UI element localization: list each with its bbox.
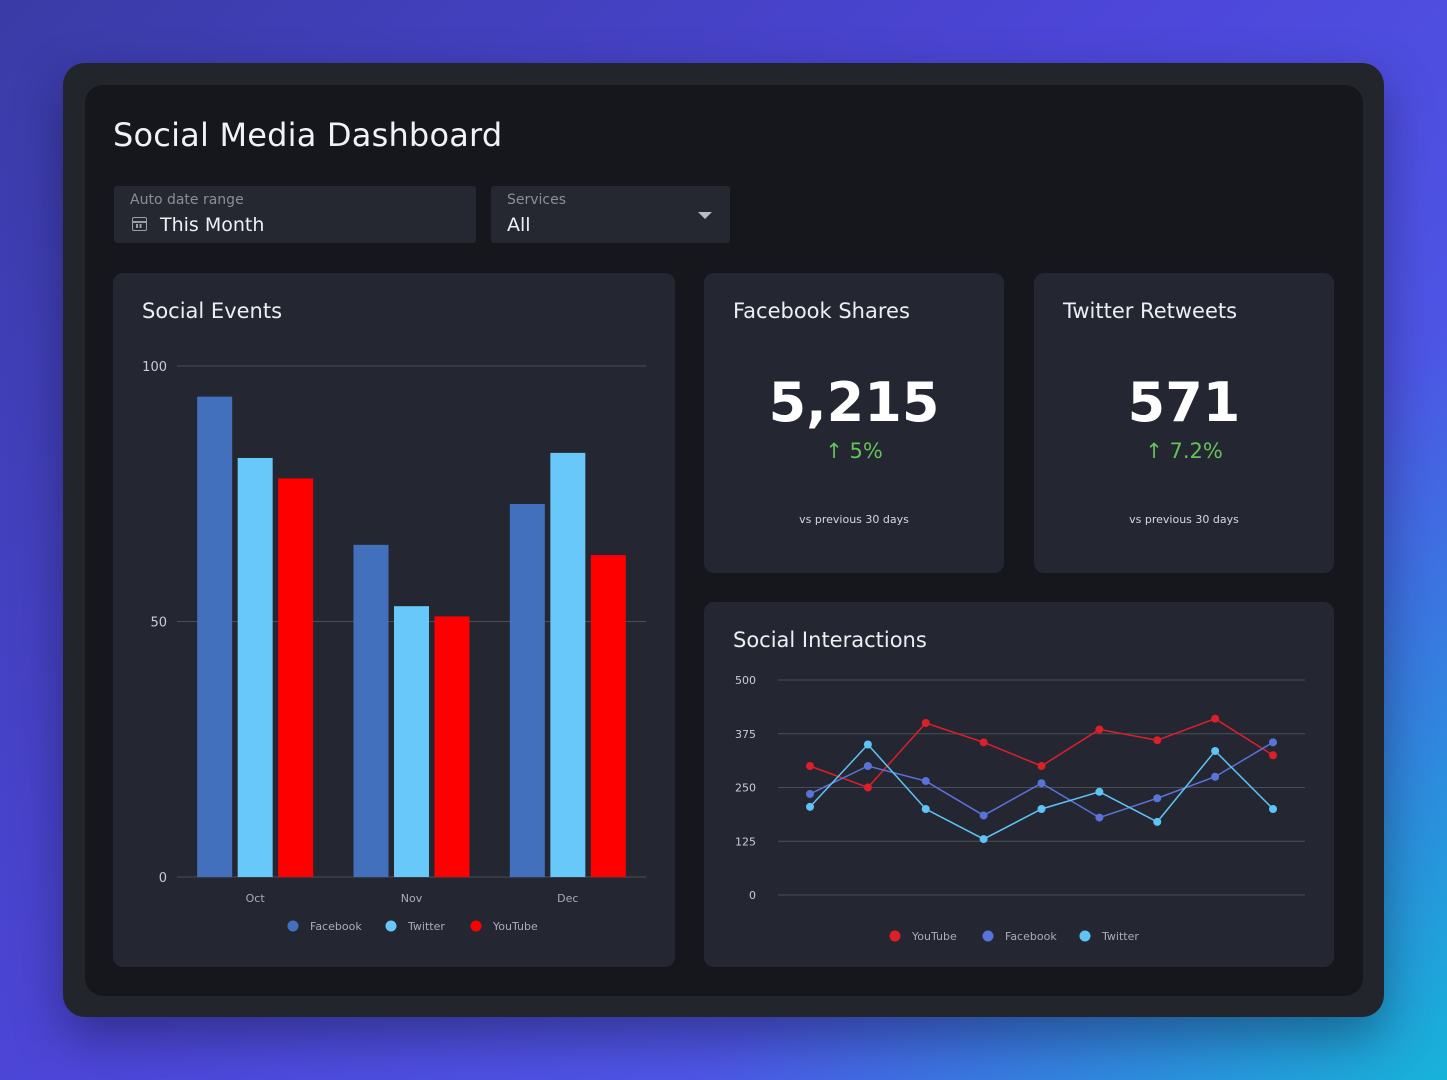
- bar-facebook-nov: [353, 544, 389, 877]
- bar-y-tick-label: 0: [159, 871, 167, 886]
- twitter-retweets-title: Twitter Retweets: [1063, 299, 1238, 323]
- point-twitter: [1269, 805, 1277, 813]
- point-twitter: [1037, 805, 1046, 813]
- services-value: All: [507, 214, 531, 236]
- bar-y-tick-label: 100: [142, 360, 167, 375]
- bar-twitter-oct: [237, 457, 273, 877]
- twitter-retweets-delta: ↑ 7.2%: [1145, 439, 1223, 463]
- bar-youtube-oct: [278, 478, 314, 877]
- social-events-title: Social Events: [142, 299, 283, 323]
- services-label: Services: [507, 192, 567, 208]
- point-twitter: [921, 805, 930, 813]
- social-interactions-title: Social Interactions: [733, 628, 927, 652]
- services-select[interactable]: Services All: [491, 186, 730, 243]
- point-facebook: [921, 777, 930, 786]
- point-youtube: [806, 762, 814, 770]
- legend-swatch-facebook: [982, 930, 994, 942]
- facebook-shares-title: Facebook Shares: [733, 299, 910, 323]
- legend-swatch-youtube: [889, 930, 901, 942]
- date-range-value: This Month: [160, 214, 265, 236]
- line-y-tick-label: 0: [749, 889, 756, 902]
- point-twitter: [863, 740, 872, 749]
- point-twitter: [1153, 817, 1162, 826]
- point-youtube: [1037, 762, 1046, 770]
- point-facebook: [1211, 772, 1220, 781]
- point-youtube: [1211, 714, 1220, 723]
- date-range-filter[interactable]: Auto date range This Month: [114, 186, 476, 243]
- line-y-tick-label: 125: [735, 835, 756, 848]
- social-interactions-card: Social Interactions 0 125 250 375 500 YouTube…: [704, 602, 1334, 967]
- bar-twitter-nov: [394, 606, 429, 877]
- twitter-retweets-card: Twitter Retweets 571 ↑ 7.2% vs previous …: [1034, 273, 1334, 573]
- chevron-down-icon[interactable]: [698, 212, 712, 219]
- facebook-shares-note: vs previous 30 days: [799, 513, 909, 526]
- point-youtube: [921, 719, 930, 727]
- legend-label-facebook: Facebook: [1005, 930, 1057, 943]
- legend-label-facebook: Facebook: [310, 920, 362, 933]
- twitter-retweets-value: 571: [1127, 371, 1241, 434]
- point-facebook: [1095, 813, 1104, 822]
- line-series-twitter: [809, 743, 1274, 840]
- legend-label-youtube: YouTube: [492, 920, 538, 933]
- point-facebook: [806, 789, 814, 798]
- point-youtube: [1153, 736, 1162, 745]
- point-twitter: [1095, 787, 1104, 796]
- point-youtube: [1095, 725, 1104, 734]
- line-y-tick-label: 375: [735, 728, 756, 741]
- point-twitter: [806, 802, 814, 811]
- bar-x-tick-label: Oct: [246, 892, 266, 905]
- bar-youtube-nov: [434, 616, 470, 877]
- date-range-label: Auto date range: [130, 192, 244, 208]
- legend-label-youtube: YouTube: [911, 930, 957, 943]
- bar-twitter-dec: [550, 452, 586, 877]
- point-facebook: [979, 811, 988, 820]
- point-youtube: [979, 738, 988, 747]
- twitter-retweets-note: vs previous 30 days: [1129, 513, 1239, 526]
- point-facebook: [1037, 779, 1046, 788]
- point-facebook: [1269, 738, 1277, 747]
- bar-y-tick-label: 50: [150, 616, 167, 631]
- legend-label-twitter: Twitter: [407, 920, 445, 933]
- facebook-shares-value: 5,215: [768, 371, 940, 434]
- legend-swatch-facebook: [287, 920, 299, 932]
- legend-swatch-twitter: [385, 920, 397, 932]
- line-y-tick-label: 250: [735, 782, 756, 795]
- legend-swatch-youtube: [470, 920, 482, 932]
- facebook-shares-delta: ↑ 5%: [825, 439, 883, 463]
- legend-swatch-twitter: [1079, 930, 1091, 942]
- point-youtube: [1269, 751, 1277, 760]
- line-series-youtube: [809, 717, 1274, 789]
- bar-facebook-oct: [197, 396, 233, 877]
- social-events-chart: 0 50 100 Oct Nov Dec Facebook Twitter YouTube: [142, 360, 646, 933]
- line-y-tick-label: 500: [735, 674, 756, 687]
- facebook-shares-card: Facebook Shares 5,215 ↑ 5% vs previous 3…: [704, 273, 1004, 573]
- point-facebook: [863, 762, 872, 770]
- page-title: Social Media Dashboard: [113, 116, 503, 154]
- point-twitter: [979, 835, 988, 844]
- social-events-card: Social Events 0 50 100 Oct Nov Dec Facebook Twi…: [113, 273, 675, 967]
- bar-x-tick-label: Dec: [557, 892, 578, 905]
- bar-x-tick-label: Nov: [401, 892, 423, 905]
- legend-label-twitter: Twitter: [1101, 930, 1139, 943]
- social-interactions-chart: 0 125 250 375 500 YouTube Facebook Twitter: [735, 674, 1305, 943]
- point-twitter: [1211, 746, 1220, 755]
- bar-youtube-dec: [590, 555, 626, 877]
- bar-facebook-dec: [509, 503, 545, 877]
- point-youtube: [863, 783, 872, 792]
- point-facebook: [1153, 794, 1162, 803]
- calendar-icon: [132, 217, 147, 231]
